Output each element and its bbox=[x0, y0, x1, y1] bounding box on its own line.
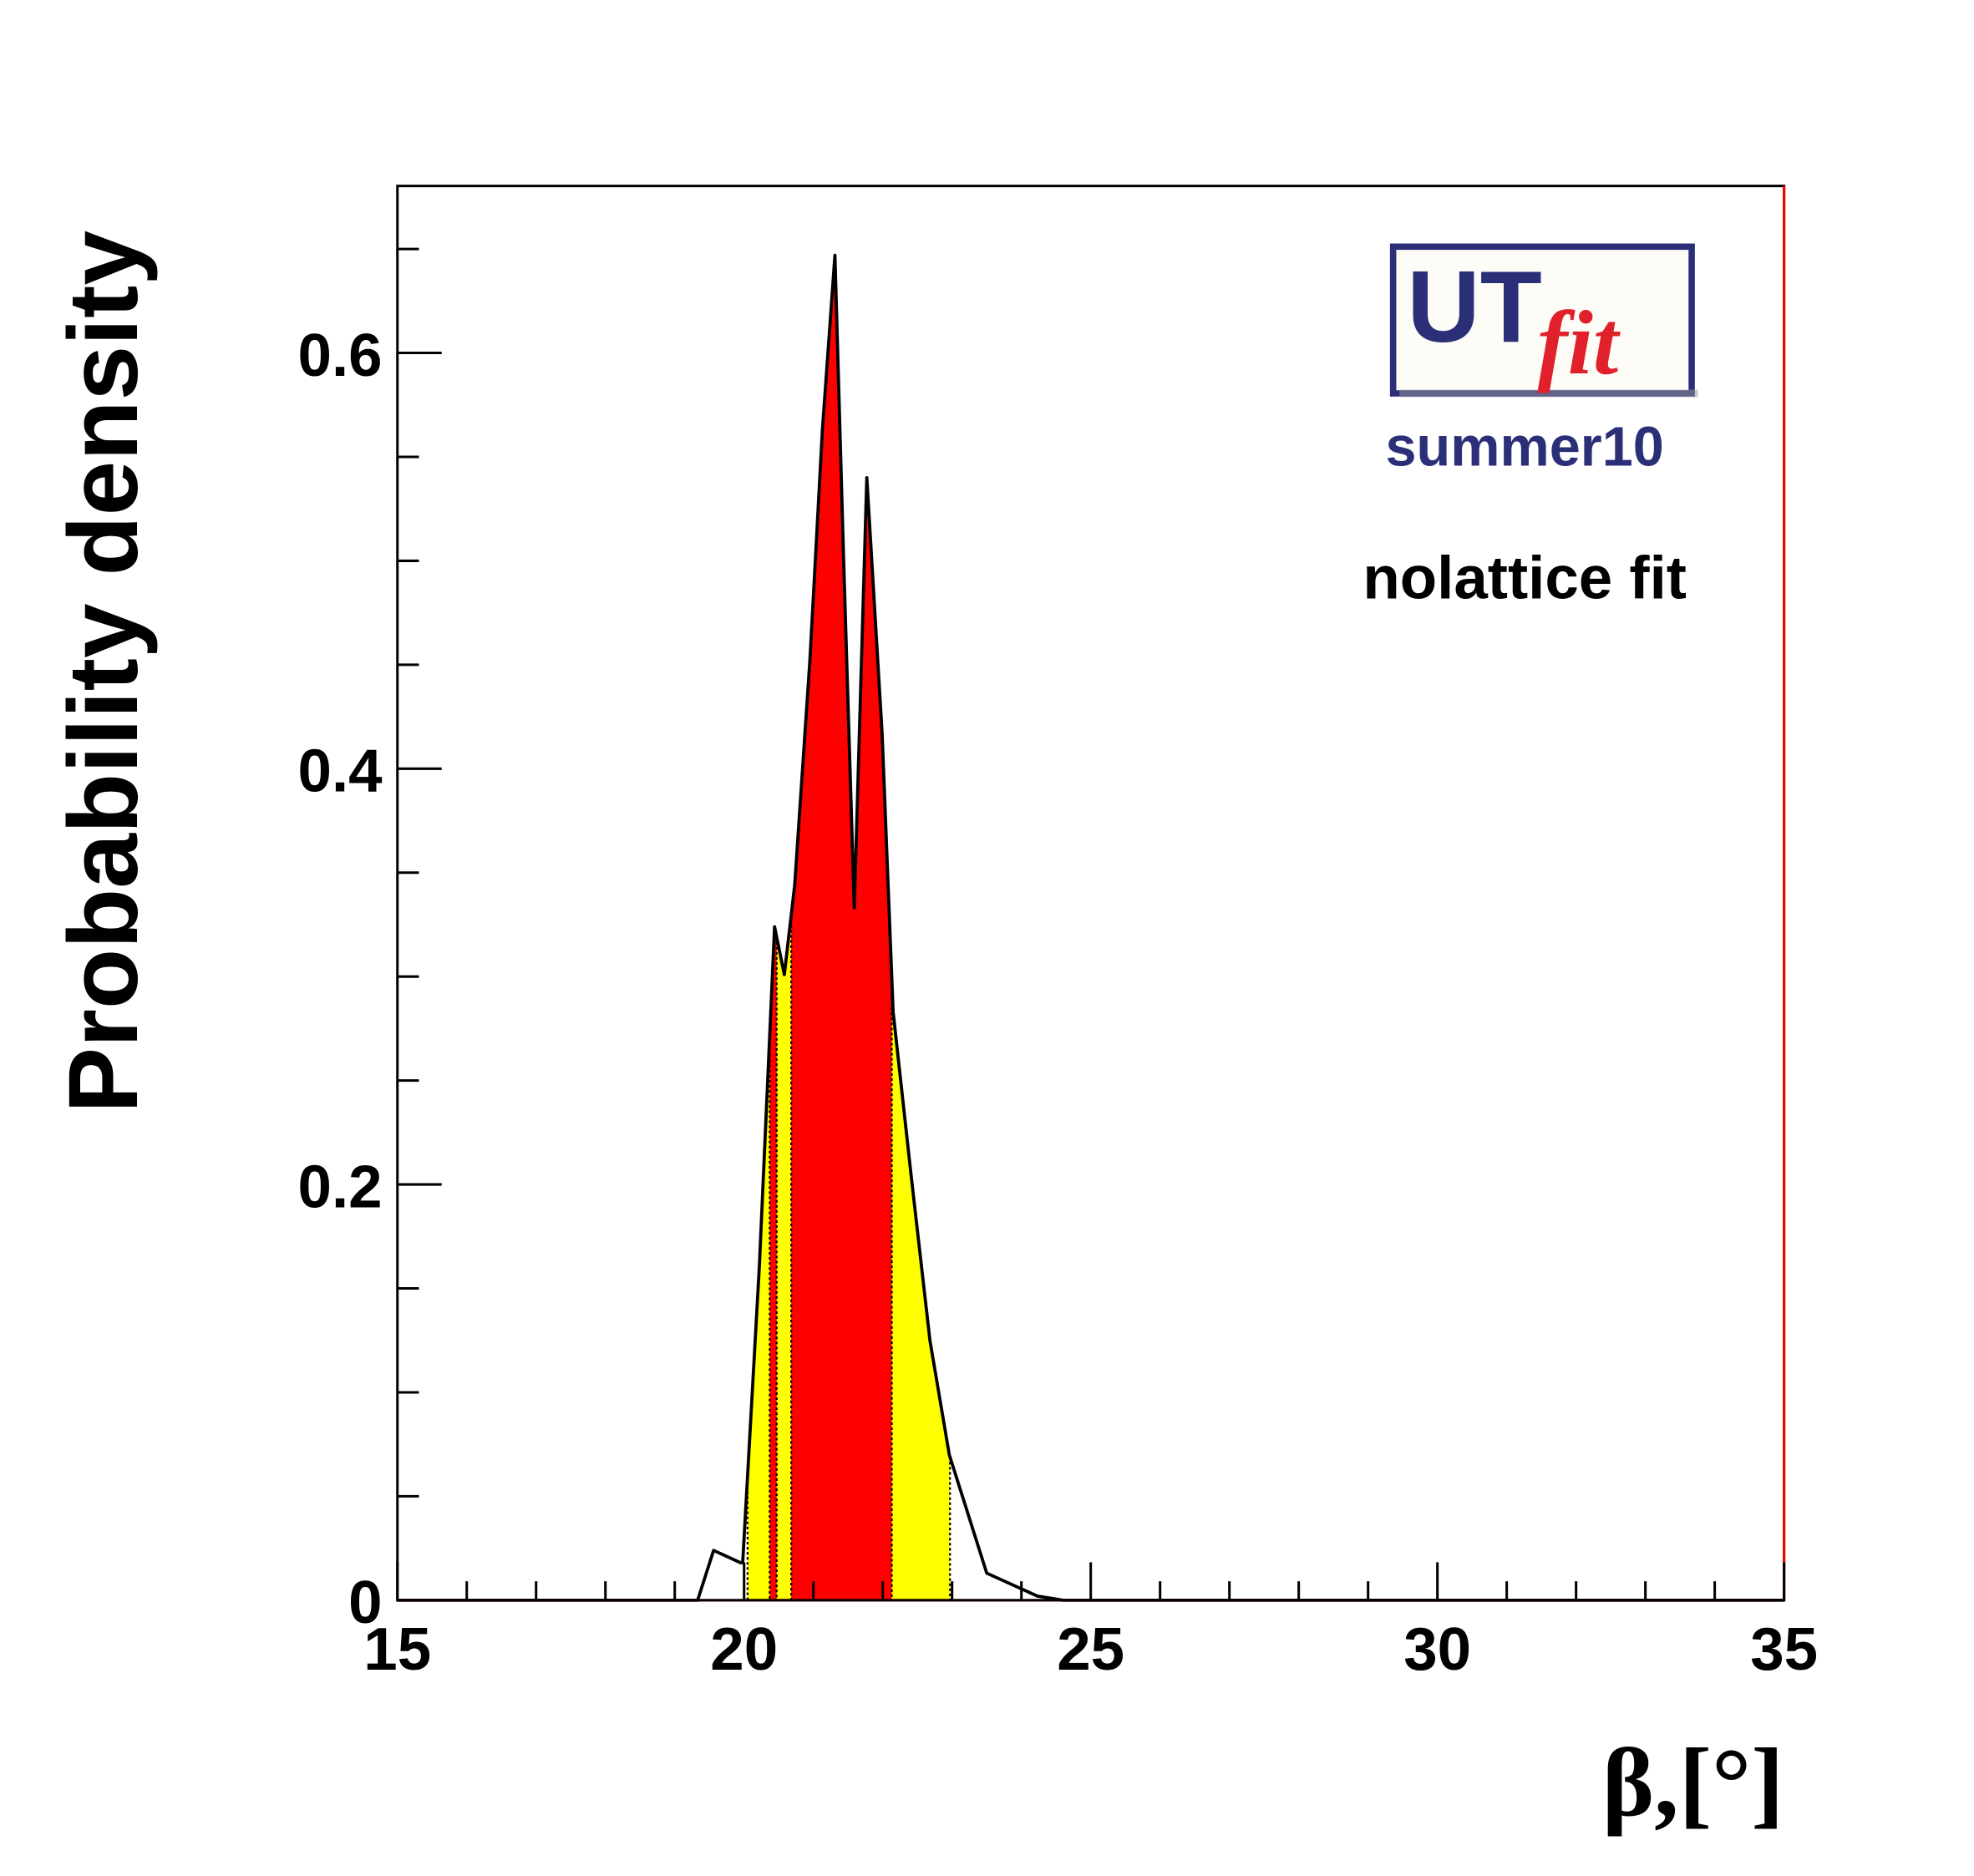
x-tick-label: 25 bbox=[1057, 1615, 1124, 1683]
y-tick-label: 0.4 bbox=[298, 738, 383, 805]
version-label: summer10 bbox=[1385, 416, 1663, 478]
x-tick-label: 15 bbox=[363, 1615, 431, 1683]
svg-text:UT: UT bbox=[1407, 250, 1541, 363]
y-tick-label: 0.2 bbox=[298, 1153, 383, 1220]
axis-ticks bbox=[396, 247, 1786, 1600]
band-region bbox=[791, 255, 892, 1600]
tick-labels: 15 20 25 30 35 0 0.2 0.4 0.6 bbox=[298, 322, 1819, 1683]
band-region bbox=[769, 255, 777, 1600]
interval-bands bbox=[747, 255, 951, 1600]
x-tick-label: 35 bbox=[1750, 1615, 1818, 1683]
density-curve bbox=[397, 253, 1784, 1602]
y-axis-label: Probability density bbox=[48, 231, 159, 1113]
plot-frame bbox=[396, 185, 1786, 1602]
x-axis-label: β,[°] bbox=[1602, 1727, 1784, 1837]
x-tick-label: 20 bbox=[710, 1615, 778, 1683]
x-tick-label: 30 bbox=[1403, 1615, 1471, 1683]
y-tick-label: 0.6 bbox=[298, 322, 383, 389]
fit-label: nolattice fit bbox=[1363, 544, 1687, 611]
utfit-logo: UT fit bbox=[1389, 243, 1698, 398]
svg-text:fit: fit bbox=[1537, 292, 1621, 393]
y-tick-label: 0 bbox=[348, 1569, 382, 1636]
